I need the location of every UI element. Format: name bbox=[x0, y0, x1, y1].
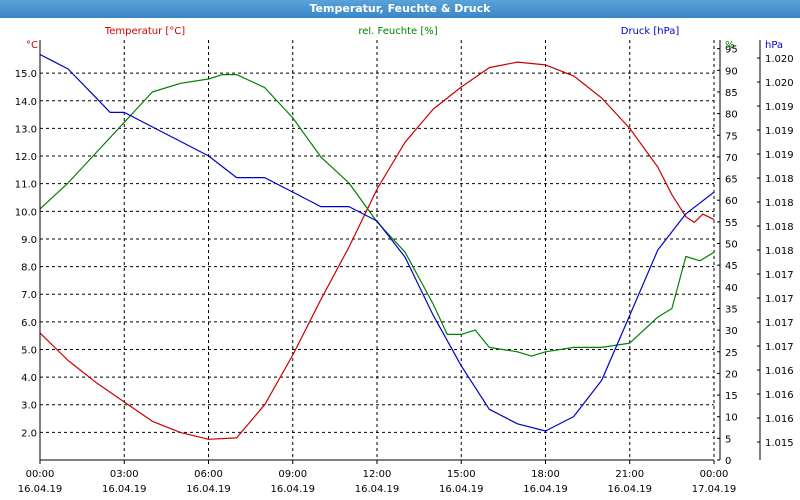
humidity-tick-label: 75 bbox=[725, 131, 738, 142]
pressure-tick-label: 1.015 bbox=[765, 438, 794, 449]
pressure-axis-title: Druck [hPa] bbox=[621, 26, 680, 37]
humidity-tick-label: 70 bbox=[725, 153, 738, 164]
temperature-tick-label: 13.0 bbox=[15, 124, 37, 135]
humidity-tick-label: 35 bbox=[725, 304, 738, 315]
humidity-line bbox=[39, 73, 715, 357]
temperature-tick-label: 15.0 bbox=[15, 69, 37, 80]
humidity-tick-label: 10 bbox=[725, 413, 738, 424]
x-tick-date-label: 16.04.19 bbox=[186, 484, 231, 495]
humidity-ticks: 0 5 10 15 20 25 30 35 40 45 50 55 60 65 70 75 80 85 90 95 bbox=[717, 45, 738, 467]
humidity-tick-label: 55 bbox=[725, 218, 738, 229]
temperature-unit-label: °C bbox=[26, 40, 38, 51]
temperature-tick-label: 14.0 bbox=[15, 97, 37, 108]
window-title: Temperatur, Feuchte & Druck bbox=[0, 0, 800, 18]
temperature-tick-label: 5.0 bbox=[21, 345, 37, 356]
temperature-tick-label: 7.0 bbox=[21, 290, 37, 301]
x-tick-time-label: 15:00 bbox=[447, 469, 476, 480]
humidity-tick-label: 65 bbox=[725, 175, 738, 186]
humidity-tick-label: 25 bbox=[725, 348, 738, 359]
humidity-axis-title: rel. Feuchte [%] bbox=[358, 26, 437, 37]
humidity-tick-label: 20 bbox=[725, 369, 738, 380]
pressure-tick-label: 1.018 bbox=[765, 222, 794, 233]
pressure-tick-label: 1.019 bbox=[765, 150, 794, 161]
pressure-unit-label: hPa bbox=[765, 40, 783, 51]
humidity-unit-label: % bbox=[725, 40, 735, 51]
pressure-tick-label: 1.018 bbox=[765, 246, 794, 257]
humidity-tick-label: 85 bbox=[725, 88, 738, 99]
x-tick-time-label: 12:00 bbox=[363, 469, 392, 480]
pressure-ticks: 1.015 1.016 1.016 1.016 1.017 1.017 1.017 1.017… bbox=[757, 54, 794, 449]
humidity-tick-label: 40 bbox=[725, 283, 738, 294]
x-tick-date-label: 17.04.19 bbox=[692, 484, 737, 495]
x-tick-time-label: 03:00 bbox=[110, 469, 139, 480]
x-tick-date-label: 16.04.19 bbox=[607, 484, 652, 495]
humidity-tick-label: 90 bbox=[725, 66, 738, 77]
humidity-tick-label: 15 bbox=[725, 391, 738, 402]
pressure-tick-label: 1.019 bbox=[765, 126, 794, 137]
pressure-tick-label: 1.020 bbox=[765, 54, 794, 65]
humidity-tick-label: 5 bbox=[725, 434, 731, 445]
pressure-tick-label: 1.020 bbox=[765, 78, 794, 89]
x-tick-date-label: 16.04.19 bbox=[102, 484, 147, 495]
humidity-tick-label: 30 bbox=[725, 326, 738, 337]
pressure-tick-label: 1.017 bbox=[765, 342, 794, 353]
temperature-tick-label: 6.0 bbox=[21, 318, 37, 329]
pressure-tick-label: 1.018 bbox=[765, 174, 794, 185]
pressure-tick-label: 1.016 bbox=[765, 390, 794, 401]
temperature-tick-label: 10.0 bbox=[15, 207, 37, 218]
temperature-tick-label: 2.0 bbox=[21, 428, 37, 439]
humidity-tick-label: 0 bbox=[725, 456, 731, 467]
x-tick-time-label: 18:00 bbox=[531, 469, 560, 480]
grid-lines bbox=[40, 40, 715, 460]
pressure-tick-label: 1.017 bbox=[765, 270, 794, 281]
pressure-tick-label: 1.016 bbox=[765, 414, 794, 425]
temperature-tick-label: 11.0 bbox=[15, 180, 37, 191]
x-tick-date-label: 16.04.19 bbox=[523, 484, 568, 495]
x-tick-time-label: 06:00 bbox=[194, 469, 223, 480]
x-tick-time-label: 00:00 bbox=[26, 469, 55, 480]
humidity-tick-label: 60 bbox=[725, 196, 738, 207]
pressure-tick-label: 1.018 bbox=[765, 198, 794, 209]
temperature-tick-label: 3.0 bbox=[21, 401, 37, 412]
pressure-tick-label: 1.017 bbox=[765, 318, 794, 329]
series-lines bbox=[39, 53, 715, 440]
x-tick-date-label: 16.04.19 bbox=[355, 484, 400, 495]
x-tick-date-label: 16.04.19 bbox=[18, 484, 63, 495]
temperature-tick-label: 12.0 bbox=[15, 152, 37, 163]
temperature-ticks: 2.0 3.0 4.0 5.0 6.0 7.0 8.0 9.0 10.0 11.0 12.0 13.0… bbox=[15, 69, 37, 439]
pressure-tick-label: 1.016 bbox=[765, 366, 794, 377]
x-tick-time-label: 00:00 bbox=[700, 469, 729, 480]
humidity-tick-label: 95 bbox=[725, 45, 738, 56]
temperature-line bbox=[39, 61, 715, 440]
x-tick-date-label: 16.04.19 bbox=[270, 484, 315, 495]
humidity-tick-label: 45 bbox=[725, 261, 738, 272]
humidity-tick-label: 50 bbox=[725, 240, 738, 251]
temperature-axis-title: Temperatur [°C] bbox=[104, 26, 185, 37]
temperature-tick-label: 4.0 bbox=[21, 373, 37, 384]
x-tick-time-label: 09:00 bbox=[278, 469, 307, 480]
temperature-tick-label: 8.0 bbox=[21, 263, 37, 274]
pressure-tick-label: 1.019 bbox=[765, 102, 794, 113]
x-tick-time-label: 21:00 bbox=[615, 469, 644, 480]
pressure-line bbox=[39, 53, 715, 432]
x-axis-ticks: 00:00 16.04.19 03:00 16.04.19 06:00 16.04.19 0… bbox=[18, 460, 737, 495]
humidity-tick-label: 80 bbox=[725, 110, 738, 121]
x-tick-date-label: 16.04.19 bbox=[439, 484, 484, 495]
temperature-tick-label: 9.0 bbox=[21, 235, 37, 246]
pressure-tick-label: 1.017 bbox=[765, 294, 794, 305]
